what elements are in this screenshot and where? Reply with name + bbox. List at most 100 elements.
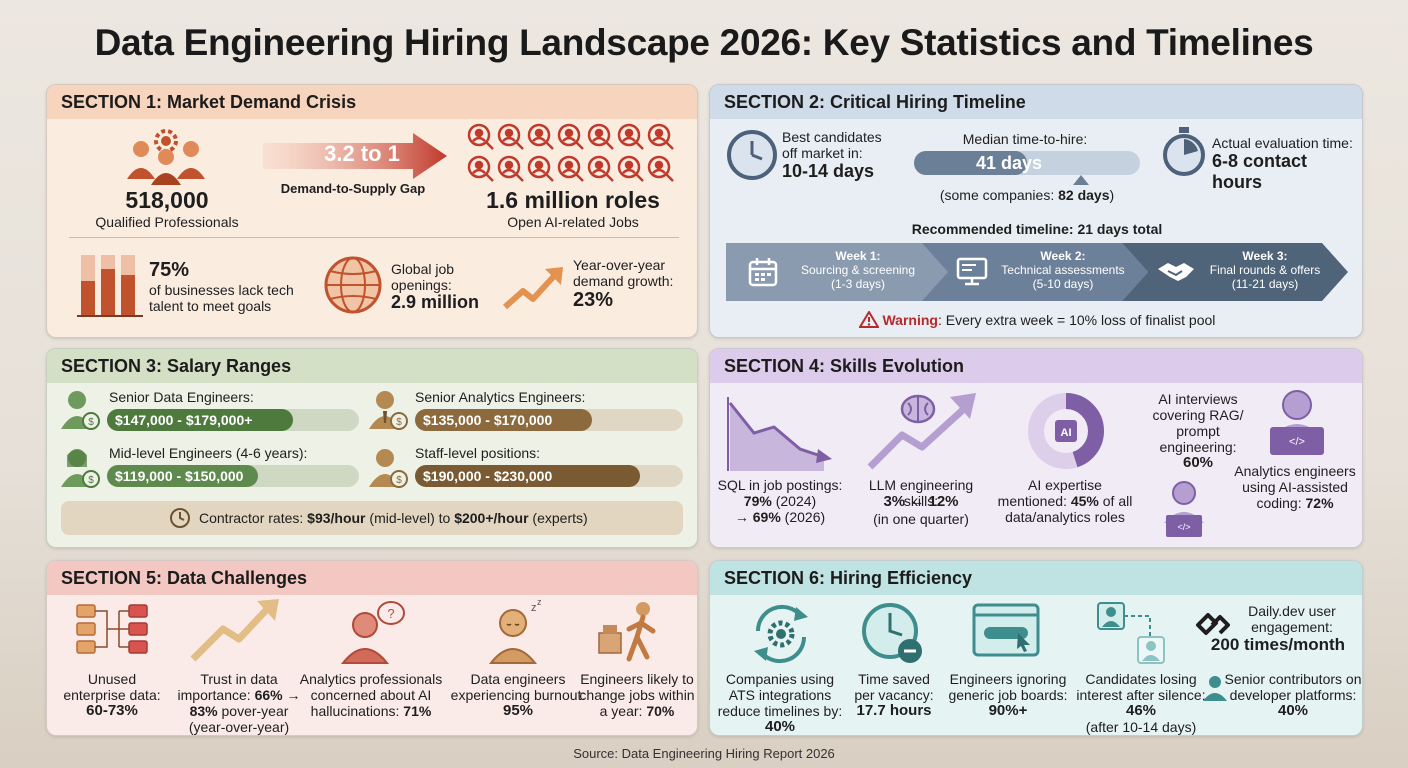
monitor-icon — [956, 257, 988, 286]
stopwatch-icon — [1163, 127, 1205, 176]
ratio-label: Demand-to-Supply Gap — [280, 181, 426, 196]
ratio-value: 3.2 to 1 — [324, 141, 400, 166]
svg-text:z: z — [537, 599, 542, 607]
lack-label-line1: of businesses lack tech — [149, 282, 294, 298]
clock-icon — [170, 508, 190, 528]
svg-text:AI: AI — [1061, 427, 1072, 439]
week-step — [726, 243, 952, 301]
developer-code-icon: </> — [1270, 390, 1324, 455]
sql-2026: → 69% (2026) — [734, 509, 826, 525]
section-heading: SECTION 3: Salary Ranges — [47, 349, 697, 383]
ats-text: Companies using ATS integrations reduce ti… — [717, 671, 843, 735]
change-jobs-text: Engineers likely to change jobs within a … — [579, 671, 695, 719]
warning-icon — [857, 310, 880, 328]
lack-value: 75% — [149, 259, 190, 281]
svg-text:$: $ — [396, 417, 402, 428]
ratio-arrow-icon — [263, 133, 447, 179]
best-label-line1: Best candidates — [782, 129, 882, 145]
some-companies-note: (some companies: 82 days) — [939, 187, 1115, 203]
candidates-search-icon — [467, 123, 675, 183]
week-timeline: Week 1: Sourcing & screening (1-3 days) We… — [726, 243, 1348, 301]
time-saved-clock-icon — [862, 603, 922, 663]
job-board-browser-icon — [972, 603, 1040, 657]
median-label: Median time-to-hire: — [962, 131, 1088, 147]
recommended-timeline: Recommended timeline: 21 days total — [911, 221, 1163, 237]
best-label-line2: off market in: — [782, 145, 863, 161]
global-label-line2: openings: — [391, 277, 452, 293]
sql-label: SQL in job postings: — [717, 477, 843, 493]
section-heading: SECTION 1: Market Demand Crisis — [47, 85, 697, 119]
lack-label-line2: talent to meet goals — [149, 298, 272, 314]
growth-value: 23% — [573, 289, 614, 311]
dailydev-label: Daily.dev user engagement: — [1248, 603, 1336, 635]
analytics-bar-value: $135,000 - $170,000 — [415, 409, 592, 431]
eval-label: Actual evaluation time: — [1212, 135, 1353, 151]
senior-label: Senior Data Engineers: — [109, 389, 254, 405]
mid-label: Mid-level Engineers (4-6 years): — [109, 445, 308, 461]
divider — [69, 237, 679, 238]
ai-donut-chart: AI — [1028, 393, 1104, 469]
section-heading: SECTION 2: Critical Hiring Timeline — [710, 85, 1362, 119]
senior-bar-value: $147,000 - $179,000+ — [107, 409, 293, 431]
ats-gear-cycle-icon — [754, 604, 808, 664]
analytics-ai-text: Analytics engineers using AI-assisted cod… — [1234, 463, 1356, 511]
professionals-label: Qualified Professionals — [95, 214, 239, 230]
page-title: Data Engineering Hiring Landscape 2026: … — [94, 22, 1314, 63]
growth-label-line1: Year-over-year — [573, 257, 666, 273]
dailydev-value: 200 times/month — [1210, 635, 1346, 654]
staff-label: Staff-level positions: — [415, 445, 541, 461]
dailydev-logo-icon — [1196, 613, 1230, 635]
llm-value: 3% → 12% — [883, 493, 959, 510]
svg-text:</>: </> — [1289, 436, 1305, 448]
sql-2024: 79% (2024) — [743, 493, 817, 509]
section-heading: SECTION 5: Data Challenges — [47, 561, 697, 595]
engineer-salary-icon: $ — [61, 391, 100, 430]
candidate-silence-icon — [1097, 602, 1165, 664]
warning-note: Warning: Every extra week = 10% loss of … — [710, 310, 1362, 328]
best-value: 10-14 days — [782, 161, 875, 181]
svg-text:z: z — [531, 602, 537, 614]
svg-text:$: $ — [396, 475, 402, 486]
section-data-challenges: SECTION 5: Data Challenges Unused enterpr… — [46, 560, 698, 736]
median-bar-fill — [914, 151, 1027, 175]
silence-text: Candidates losing interest after silence:… — [1076, 671, 1206, 735]
contractor-rates-box: Contractor rates: $93/hour (mid-level) t… — [61, 501, 683, 535]
contributor-person-icon — [1203, 676, 1227, 701]
trust-growth-icon — [190, 599, 279, 662]
week-2: Week 2: Technical assessments (5-10 days) — [1001, 249, 1125, 291]
concerned-person-icon: ? — [340, 601, 405, 664]
ai-label-2: data/analytics roles — [1005, 509, 1125, 525]
roles-label: Open AI-related Jobs — [507, 214, 639, 230]
ai-label: AI expertise — [1028, 477, 1102, 493]
professionals-value: 518,000 — [125, 187, 209, 213]
llm-label: LLM engineering skills: — [868, 477, 974, 509]
median-value: 41 days — [975, 153, 1043, 173]
analytics-engineer-icon: $ — [369, 391, 408, 430]
mid-bar-value: $119,000 - $150,000 — [107, 465, 258, 487]
globe-icon — [324, 256, 382, 314]
bar-chart-icon — [77, 255, 143, 317]
time-saved-text: Time saved per vacancy: 17.7 hours — [854, 671, 934, 719]
unused-data-text: Unused enterprise data: 60-73% — [63, 671, 161, 719]
section-heading: SECTION 6: Hiring Efficiency — [710, 561, 1362, 595]
staff-bar-value: $190,000 - $230,000 — [415, 465, 640, 487]
roles-value: 1.6 million roles — [486, 187, 660, 213]
analytics-label: Senior Analytics Engineers: — [415, 389, 586, 405]
interviews-text: AI interviews covering RAG/prompt engineer… — [1152, 391, 1244, 471]
week-step — [922, 243, 1148, 301]
svg-text:$: $ — [88, 417, 94, 428]
eval-value: 6-8 contact hours — [1212, 151, 1308, 192]
data-folders-icon — [76, 604, 148, 654]
clock-icon — [727, 130, 777, 180]
brain-growth-icon — [867, 393, 976, 470]
senior-contributors-text: Senior contributors on developer platform… — [1224, 671, 1362, 719]
svg-text:</>: </> — [1177, 522, 1190, 532]
median-pointer-icon — [1073, 175, 1089, 185]
ai-value-line: mentioned: 45% of all — [997, 493, 1133, 509]
growth-label-line2: demand growth: — [573, 273, 674, 289]
mid-engineer-icon: $ — [61, 449, 100, 488]
global-value: 2.9 million — [391, 292, 480, 312]
burnout-person-icon: z z — [488, 599, 542, 664]
job-boards-text: Engineers ignoring generic job boards: 90%… — [948, 671, 1068, 719]
interviewee-laptop-icon: </> — [1164, 481, 1204, 537]
